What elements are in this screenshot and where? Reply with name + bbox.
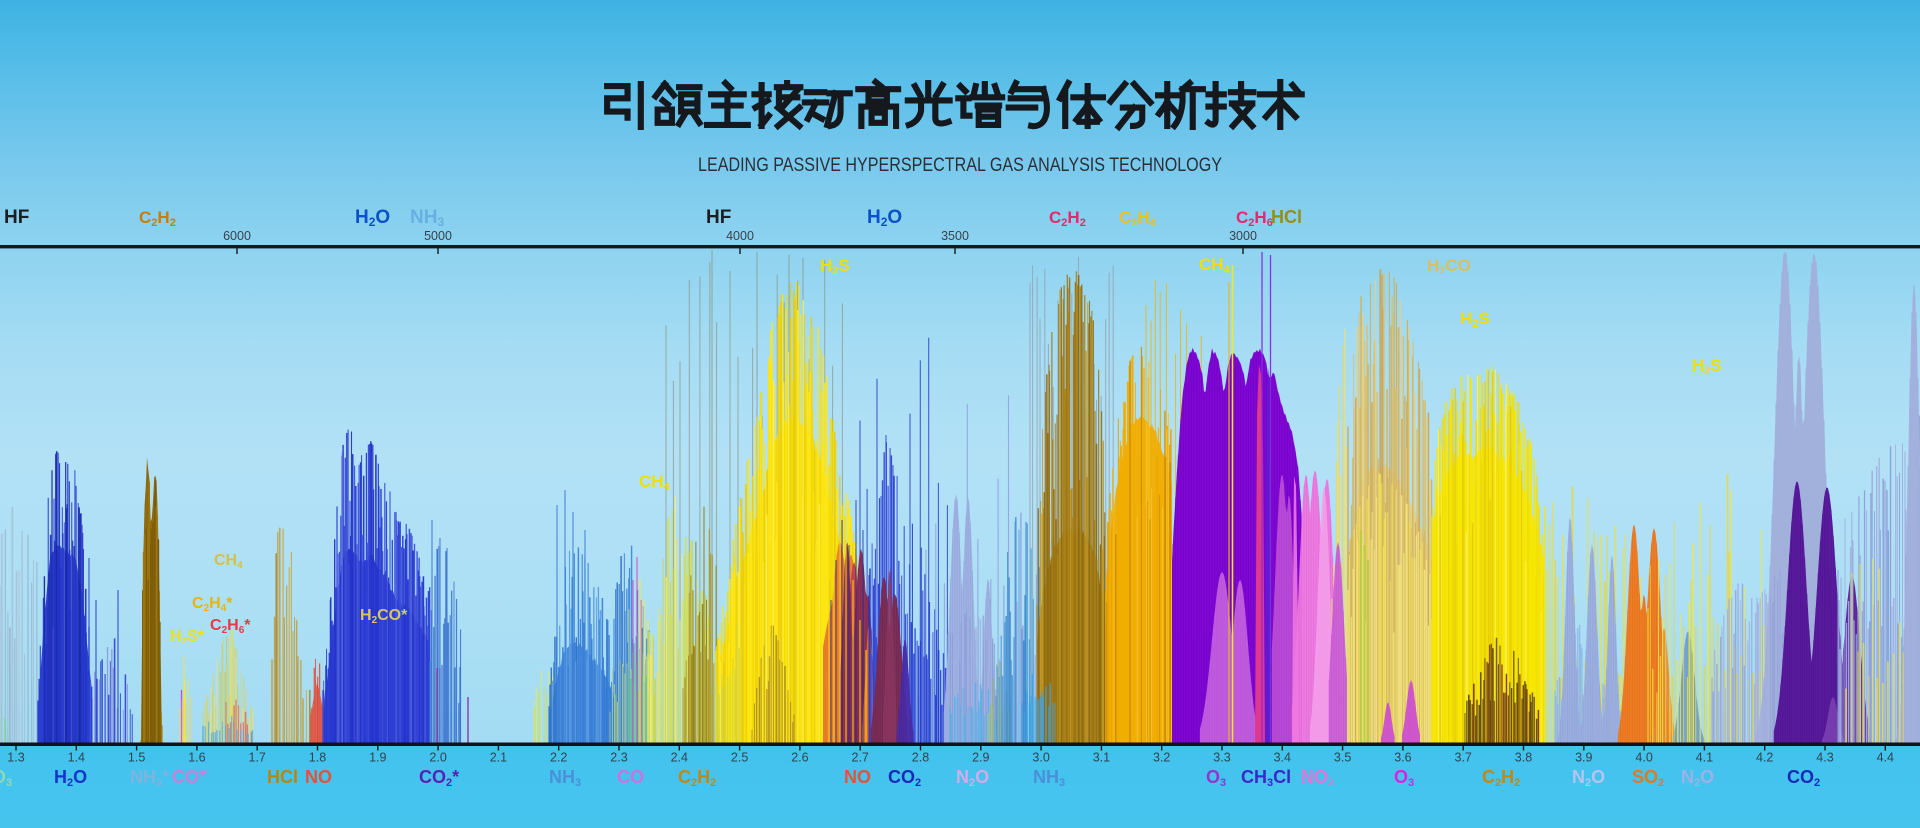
svg-text:CH4​: CH4​ [639, 472, 671, 493]
svg-text:C2​H4​*: C2​H4​* [192, 595, 233, 614]
svg-text:H2​O: H2​O [54, 767, 87, 789]
svg-text:N2​O: N2​O [1572, 767, 1605, 789]
svg-text:2.5: 2.5 [731, 751, 748, 765]
svg-text:C2​H4​: C2​H4​ [1119, 208, 1157, 229]
svg-text:3.2: 3.2 [1153, 751, 1170, 765]
svg-text:3.7: 3.7 [1455, 751, 1472, 765]
svg-text:C2​H6​*: C2​H6​* [210, 617, 251, 636]
svg-text:3.6: 3.6 [1394, 751, 1411, 765]
svg-text:H2​S: H2​S [1692, 356, 1722, 377]
svg-text:CO2​*: CO2​* [419, 767, 459, 789]
svg-text:CH4​: CH4​ [214, 552, 243, 571]
svg-text:2.1: 2.1 [490, 751, 507, 765]
svg-text:3.1: 3.1 [1093, 751, 1110, 765]
svg-text:NH3​: NH3​ [549, 767, 581, 789]
svg-text:HF: HF [706, 207, 731, 228]
svg-text:1.9: 1.9 [369, 751, 386, 765]
svg-text:SO2​: SO2​ [1632, 767, 1664, 789]
svg-text:CO2​: CO2​ [888, 767, 921, 789]
svg-text:3.0: 3.0 [1032, 751, 1049, 765]
svg-text:3.3: 3.3 [1213, 751, 1230, 765]
svg-text:1.7: 1.7 [249, 751, 266, 765]
svg-text:NH3​: NH3​ [410, 207, 444, 229]
svg-text:H2​S: H2​S [1460, 309, 1490, 330]
svg-text:LEADING PASSIVE HYPERSPECTRAL: LEADING PASSIVE HYPERSPECTRAL GAS ANALYS… [698, 155, 1222, 176]
svg-text:H2​S*: H2​S* [170, 628, 205, 647]
svg-text:NH3​: NH3​ [1033, 767, 1065, 789]
svg-text:C2​H2​: C2​H2​ [1049, 208, 1086, 229]
svg-text:4.1: 4.1 [1696, 751, 1713, 765]
svg-text:CO*: CO* [172, 767, 206, 787]
svg-text:2.8: 2.8 [912, 751, 929, 765]
svg-text:H2​CO*: H2​CO* [360, 607, 408, 626]
svg-text:NO2​: NO2​ [1301, 767, 1334, 789]
svg-text:O3​: O3​ [1206, 767, 1226, 789]
svg-text:2.6: 2.6 [791, 751, 808, 765]
svg-text:4.0: 4.0 [1635, 751, 1652, 765]
svg-text:1.8: 1.8 [309, 751, 326, 765]
svg-text:4.4: 4.4 [1877, 751, 1894, 765]
svg-text:N2​O: N2​O [956, 767, 989, 789]
svg-text:CO2​: CO2​ [1787, 767, 1820, 789]
svg-text:2.0: 2.0 [429, 751, 446, 765]
svg-text:1.3: 1.3 [7, 751, 24, 765]
svg-text:2.7: 2.7 [852, 751, 869, 765]
svg-text:NO: NO [844, 767, 871, 787]
svg-text:4.3: 4.3 [1816, 751, 1833, 765]
svg-text:H2​O: H2​O [867, 207, 902, 229]
svg-text:H2​O: H2​O [355, 207, 390, 229]
svg-text:3500: 3500 [941, 229, 969, 243]
svg-text:1.6: 1.6 [188, 751, 205, 765]
svg-text:3.4: 3.4 [1274, 751, 1291, 765]
svg-text:O3​: O3​ [1394, 767, 1414, 789]
svg-text:5000: 5000 [424, 229, 452, 243]
svg-text:1.5: 1.5 [128, 751, 145, 765]
svg-text:4.2: 4.2 [1756, 751, 1773, 765]
svg-text:N2​O: N2​O [1681, 767, 1714, 789]
svg-text:3000: 3000 [1229, 229, 1257, 243]
svg-text:C2​H2​: C2​H2​ [678, 767, 716, 789]
svg-text:H2​S: H2​S [820, 256, 850, 277]
svg-text:4000: 4000 [726, 229, 754, 243]
svg-text:2.9: 2.9 [972, 751, 989, 765]
svg-text:NO: NO [305, 767, 332, 787]
svg-text:O3​: O3​ [0, 767, 12, 789]
svg-text:HCl: HCl [267, 767, 298, 787]
svg-text:CO: CO [617, 767, 644, 787]
svg-text:2.4: 2.4 [671, 751, 688, 765]
svg-text:6000: 6000 [223, 229, 251, 243]
svg-text:CH4​: CH4​ [1199, 255, 1231, 276]
svg-text:3.9: 3.9 [1575, 751, 1592, 765]
svg-text:C2​H2​: C2​H2​ [139, 208, 176, 229]
svg-text:HCl: HCl [1271, 207, 1302, 227]
svg-text:CH3​Cl: CH3​Cl [1241, 767, 1291, 789]
svg-text:3.5: 3.5 [1334, 751, 1351, 765]
svg-text:2.3: 2.3 [610, 751, 627, 765]
svg-text:NH3​*: NH3​* [130, 767, 169, 789]
svg-text:C2​H2​: C2​H2​ [1482, 767, 1520, 789]
svg-text:1.4: 1.4 [68, 751, 85, 765]
svg-text:3.8: 3.8 [1515, 751, 1532, 765]
svg-text:H2​CO: H2​CO [1427, 256, 1471, 277]
svg-text:2.2: 2.2 [550, 751, 567, 765]
svg-text:C2​H6​: C2​H6​ [1236, 208, 1273, 229]
svg-text:HF: HF [4, 207, 29, 228]
